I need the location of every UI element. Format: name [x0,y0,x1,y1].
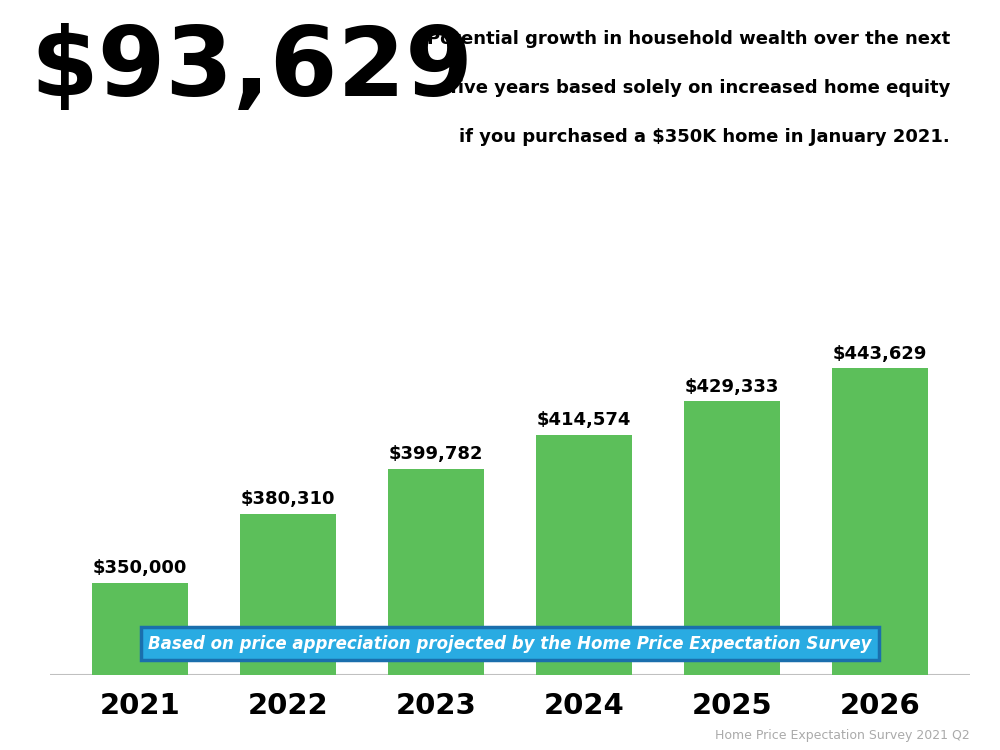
Bar [684,401,780,750]
Text: Based on price appreciation projected by the Home Price Expectation Survey: Based on price appreciation projected by… [148,634,872,652]
Text: $399,782: $399,782 [389,446,483,464]
Text: $414,574: $414,574 [537,411,631,429]
Text: $380,310: $380,310 [241,490,335,508]
Text: $429,333: $429,333 [685,377,779,395]
Text: if you purchased a $350K home in January 2021.: if you purchased a $350K home in January… [459,128,950,146]
Bar [832,368,928,750]
Bar [388,469,484,750]
Bar [92,584,188,750]
Text: Home Price Expectation Survey 2021 Q2: Home Price Expectation Survey 2021 Q2 [715,730,970,742]
Text: Potential growth in household wealth over the next: Potential growth in household wealth ove… [427,30,950,48]
Text: five years based solely on increased home equity: five years based solely on increased hom… [450,79,950,97]
Text: $443,629: $443,629 [833,345,927,363]
Bar [536,435,632,750]
Text: $350,000: $350,000 [93,560,187,578]
Text: $93,629: $93,629 [30,22,473,116]
Bar [240,514,336,750]
